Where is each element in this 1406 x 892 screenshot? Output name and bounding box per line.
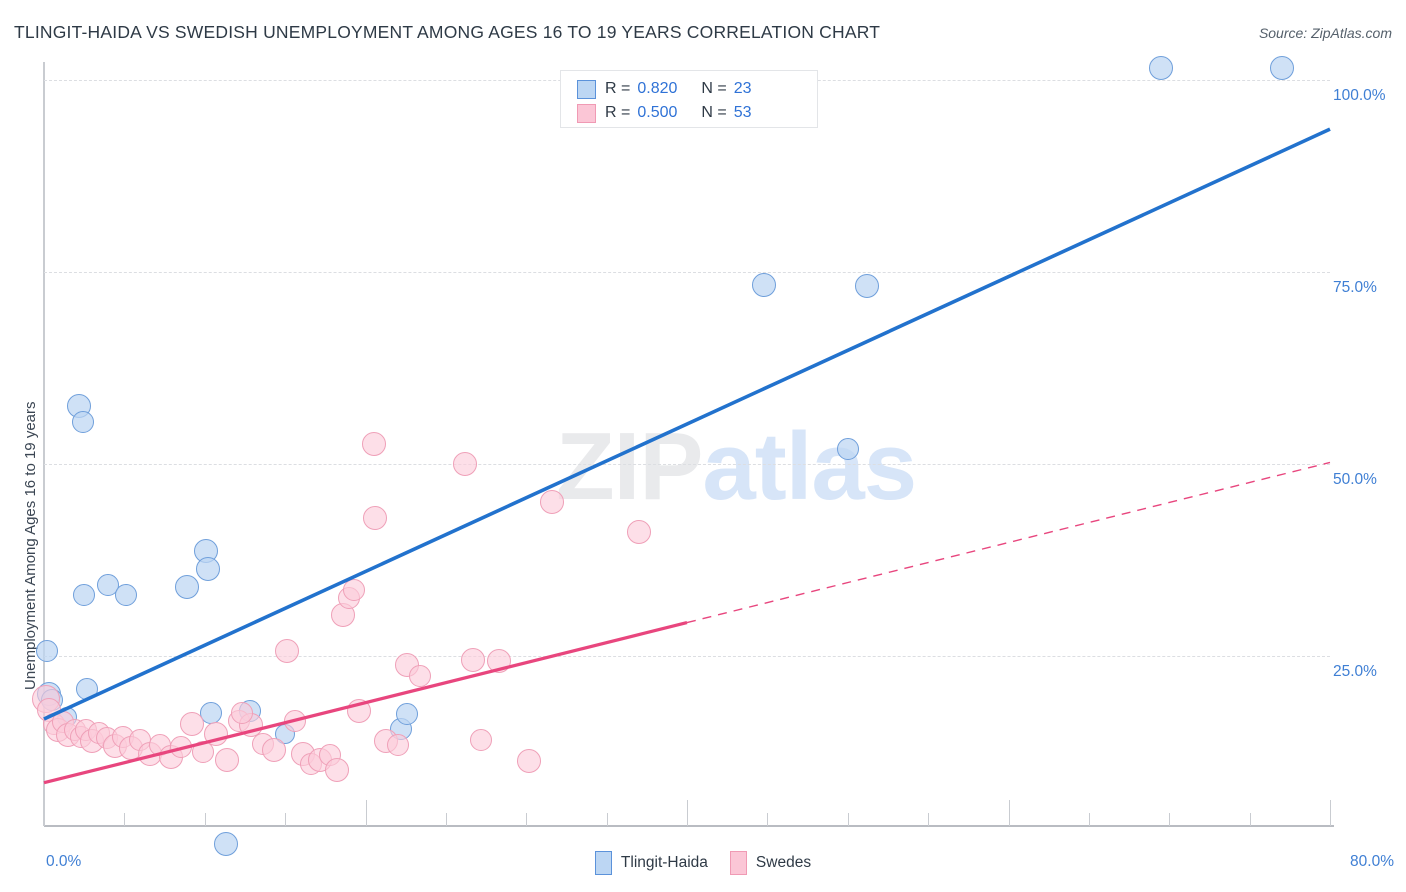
data-point-blue[interactable] (36, 640, 59, 663)
data-point-pink[interactable] (343, 578, 366, 601)
x-axis-tick (928, 813, 930, 826)
legend-r-value-blue: 0.820 (637, 80, 678, 97)
y-tick-label-50: 50.0% (1333, 471, 1377, 488)
legend-swatch-blue (577, 79, 596, 99)
data-point-pink[interactable] (361, 432, 386, 457)
data-point-blue[interactable] (213, 832, 238, 857)
data-point-blue[interactable] (73, 583, 96, 606)
data-point-blue[interactable] (836, 438, 859, 461)
x-axis-tick (285, 813, 287, 826)
data-point-blue[interactable] (855, 273, 880, 298)
data-point-blue[interactable] (1149, 56, 1174, 81)
data-point-blue[interactable] (752, 273, 777, 298)
series-legend-item-swedes[interactable]: Swedes (729, 851, 812, 875)
y-axis-line (43, 62, 45, 826)
series-legend-item-tlingit-haida[interactable]: Tlingit-Haida (594, 851, 708, 875)
data-point-pink[interactable] (179, 711, 204, 736)
correlation-legend: R = 0.820 N = 23 R = 0.500 N = 53 (560, 70, 818, 128)
x-axis-min-label: 0.0% (46, 853, 82, 870)
series-label-swedes: Swedes (755, 854, 812, 871)
source-attribution: Source: ZipAtlas.com (1258, 25, 1392, 41)
legend-n-value-blue: 23 (733, 80, 752, 97)
data-point-pink[interactable] (539, 490, 564, 515)
gridline-50 (44, 464, 1330, 465)
trendline-swedes-solid (43, 621, 688, 785)
legend-n-label-blue: N = (701, 80, 727, 97)
data-point-pink[interactable] (230, 701, 253, 724)
x-axis-tick (204, 813, 206, 826)
page-title: TLINGIT-HAIDA VS SWEDISH UNEMPLOYMENT AM… (14, 22, 881, 42)
data-point-pink[interactable] (204, 722, 228, 747)
x-axis-tick (1330, 800, 1331, 826)
data-point-pink[interactable] (453, 452, 478, 476)
data-point-blue[interactable] (71, 410, 94, 433)
x-axis-tick (767, 813, 769, 826)
data-point-pink[interactable] (274, 638, 299, 663)
legend-row-swedes: R = 0.500 N = 53 (577, 102, 752, 124)
legend-row-tlingit-haida: R = 0.820 N = 23 (577, 78, 752, 100)
data-point-pink[interactable] (215, 748, 240, 773)
legend-r-value-pink: 0.500 (637, 104, 678, 121)
data-point-pink[interactable] (626, 519, 651, 544)
gridline-25 (44, 656, 1330, 657)
data-point-pink[interactable] (386, 734, 409, 757)
x-axis-line (44, 825, 1334, 827)
data-point-blue[interactable] (396, 703, 419, 726)
legend-r-label-blue: R = (605, 80, 631, 97)
series-label-tlingit-haida: Tlingit-Haida (620, 854, 708, 871)
data-point-pink[interactable] (461, 647, 486, 672)
gridline-75 (44, 272, 1330, 273)
data-point-pink[interactable] (409, 664, 432, 687)
series-legend: Tlingit-Haida Swedes (0, 851, 1406, 875)
x-axis-tick (687, 800, 688, 826)
series-swatch-blue (594, 851, 612, 875)
y-tick-label-25: 25.0% (1333, 663, 1377, 680)
data-point-blue[interactable] (114, 583, 137, 606)
data-point-blue[interactable] (195, 557, 220, 582)
x-axis-tick (445, 813, 447, 826)
trendline-tlingit-haida (43, 127, 1331, 721)
x-axis-tick (1249, 813, 1251, 826)
x-axis-max-label: 80.0% (1350, 853, 1394, 870)
legend-n-value-pink: 53 (733, 104, 752, 121)
y-tick-label-100: 100.0% (1333, 87, 1386, 104)
y-tick-label-75: 75.0% (1333, 279, 1377, 296)
data-point-pink[interactable] (470, 728, 493, 751)
x-axis-tick (44, 800, 45, 826)
data-point-blue[interactable] (1269, 56, 1294, 81)
legend-r-label-pink: R = (605, 104, 631, 121)
data-point-pink[interactable] (324, 757, 349, 782)
trendline-swedes-dashed (686, 461, 1331, 624)
x-axis-tick (526, 813, 528, 826)
legend-n-label-pink: N = (701, 104, 727, 121)
data-point-pink[interactable] (363, 505, 388, 530)
x-axis-tick (1008, 800, 1010, 826)
legend-swatch-pink (577, 103, 596, 123)
series-swatch-pink (729, 851, 747, 875)
x-axis-tick (1088, 813, 1090, 826)
x-axis-tick (1169, 813, 1171, 826)
data-point-blue[interactable] (175, 574, 200, 599)
x-axis-tick (124, 813, 126, 826)
data-point-pink[interactable] (517, 749, 542, 774)
x-axis-tick (606, 813, 608, 826)
x-axis-tick (847, 813, 849, 826)
x-axis-tick (365, 800, 367, 826)
data-point-pink[interactable] (261, 738, 286, 763)
